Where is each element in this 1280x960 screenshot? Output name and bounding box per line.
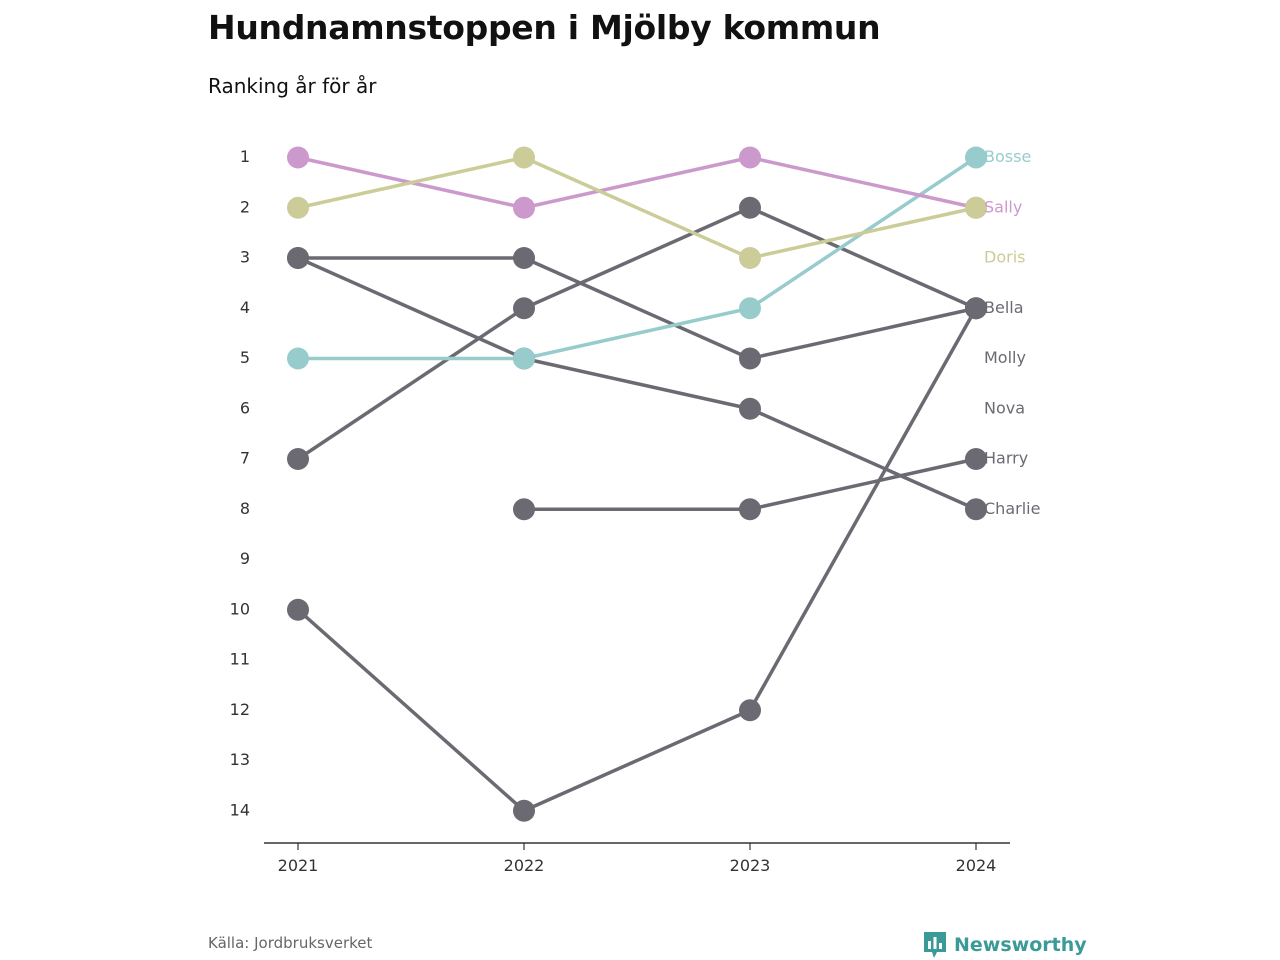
data-point-doris[interactable] [287,196,309,219]
source-note: Källa: Jordbruksverket [208,934,373,952]
data-point-sally[interactable] [513,196,535,219]
x-tick-label: 2024 [956,856,997,875]
y-tick-label: 7 [240,449,250,468]
data-point-bella[interactable] [513,297,535,320]
data-point-nova[interactable] [965,297,987,320]
x-axis: 2021 2022 2023 2024 [264,842,1010,875]
data-point-doris[interactable] [965,196,987,219]
series-label-nova: Nova [984,398,1025,417]
data-point-nova[interactable] [739,699,761,722]
data-point-doris[interactable] [739,247,761,269]
end-labels: Bosse Sally Doris Bella Molly Nova Harry Charli… [984,147,1040,518]
data-point-charlie[interactable] [287,247,309,269]
data-point-nova[interactable] [513,799,535,822]
data-point-harry[interactable] [739,498,761,521]
series-line-doris [296,155,978,260]
x-tick-label: 2021 [278,856,319,875]
y-tick-label: 9 [240,549,250,568]
chart-title: Hundnamnstoppen i Mjölby kommun [208,8,881,47]
data-point-sally[interactable] [739,146,761,169]
y-tick-label: 8 [240,499,250,518]
series-label-doris: Doris [984,248,1025,267]
data-point-sally[interactable] [287,146,309,169]
x-tick-label: 2022 [504,856,545,875]
series-lines [296,155,978,813]
y-tick-label: 3 [240,248,250,267]
series-label-molly: Molly [984,348,1026,367]
data-point-bosse[interactable] [287,347,309,370]
series-line-sally [296,155,978,210]
series-line-bella [296,206,978,461]
y-tick-label: 14 [230,800,250,819]
x-tick-label: 2023 [730,856,771,875]
series-label-charlie: Charlie [984,499,1040,518]
series-label-bella: Bella [984,298,1024,317]
data-point-molly[interactable] [513,247,535,269]
series-label-harry: Harry [984,449,1028,468]
data-point-nova[interactable] [287,598,309,621]
series-points [287,146,987,822]
y-tick-label: 6 [240,398,250,417]
brand-name: Newsworthy [954,934,1087,956]
data-point-charlie[interactable] [739,397,761,420]
data-point-harry[interactable] [965,448,987,470]
series-label-bosse: Bosse [984,147,1031,166]
data-point-bosse[interactable] [965,146,987,169]
data-point-bella[interactable] [739,196,761,219]
data-point-harry[interactable] [513,498,535,521]
data-point-bella[interactable] [287,448,309,470]
y-tick-label: 13 [230,750,250,769]
data-point-molly[interactable] [739,347,761,370]
series-line-charlie [296,256,978,511]
data-point-doris[interactable] [513,146,535,169]
chart-subtitle: Ranking år för år [208,74,377,98]
y-tick-label: 10 [230,599,250,618]
bar-chart-icon [924,932,946,958]
series-label-sally: Sally [984,197,1022,216]
series-line-nova [296,306,978,813]
series-line-molly [296,256,978,361]
y-tick-label: 4 [240,298,250,317]
y-tick-label: 1 [240,147,250,166]
data-point-charlie[interactable] [965,498,987,521]
y-tick-label: 11 [230,650,250,669]
y-tick-label: 2 [240,197,250,216]
data-point-bosse[interactable] [513,347,535,370]
data-point-bosse[interactable] [739,297,761,320]
y-tick-label: 5 [240,348,250,367]
newsworthy-logo[interactable]: Newsworthy [922,930,1087,960]
y-tick-label: 12 [230,700,250,719]
